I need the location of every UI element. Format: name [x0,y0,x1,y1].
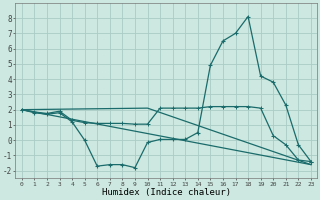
X-axis label: Humidex (Indice chaleur): Humidex (Indice chaleur) [102,188,231,197]
